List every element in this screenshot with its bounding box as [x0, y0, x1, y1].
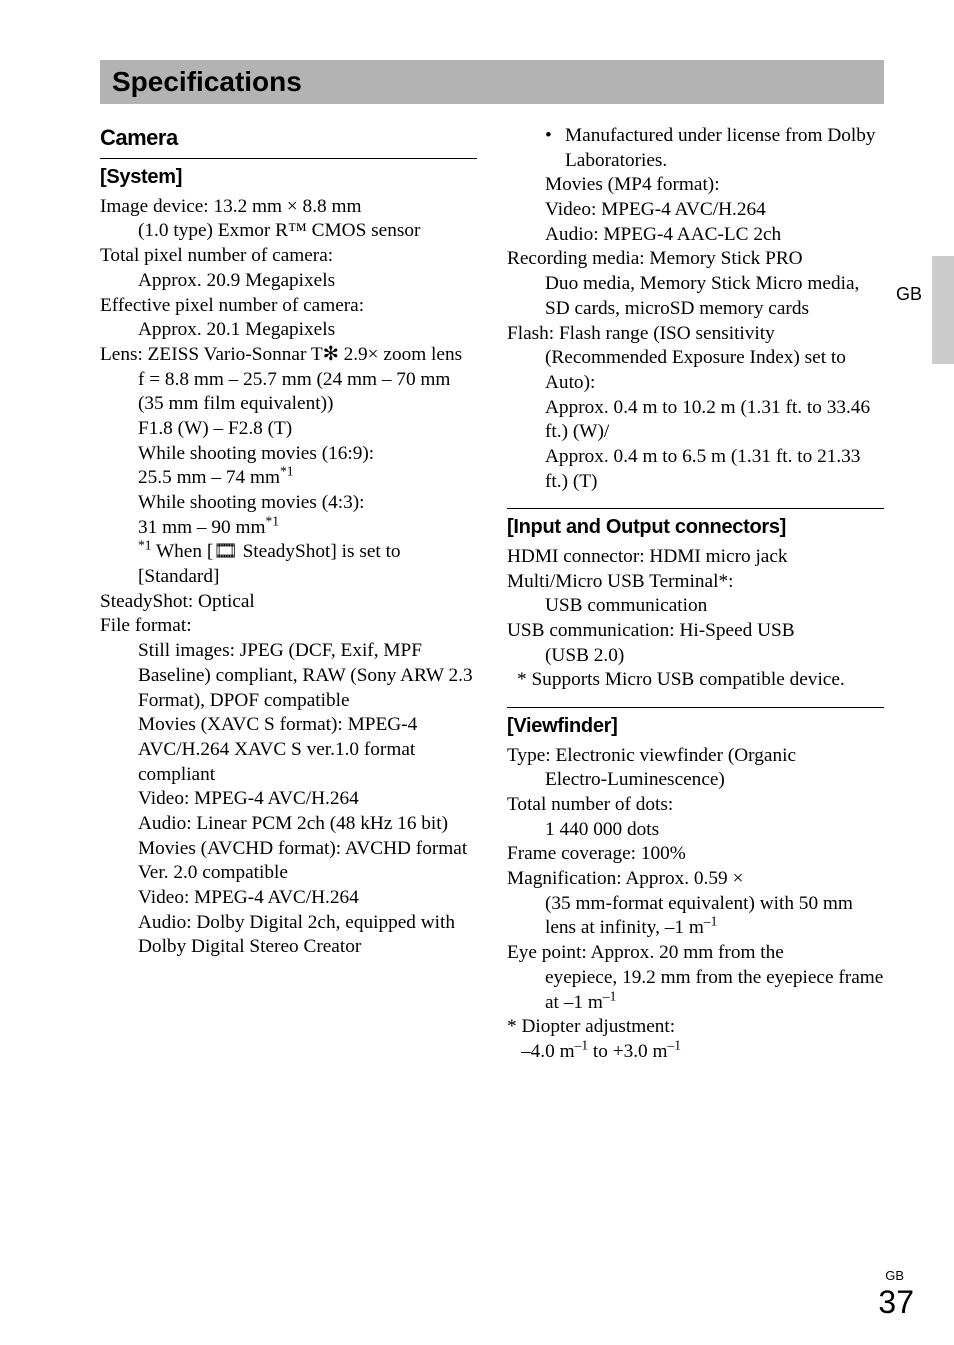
spec-mp4-v: Video: MPEG-4 AVC/H.264	[507, 198, 884, 223]
spec-eff-pixels: Effective pixel number of camera:	[100, 294, 477, 319]
spec-ff-xavc-a: Audio: Linear PCM 2ch (48 kHz 16 bit)	[100, 812, 477, 837]
spec-total-pixels: Total pixel number of camera:	[100, 244, 477, 269]
spec-ff-avchd-v: Video: MPEG-4 AVC/H.264	[100, 886, 477, 911]
viewfinder-heading: [Viewfinder]	[507, 714, 884, 740]
spec-vf-mag: Magnification: Approx. 0.59 ×	[507, 867, 884, 892]
spec-vf-dots-val: 1 440 000 dots	[507, 818, 884, 843]
spec-image-device: Image device: 13.2 mm × 8.8 mm	[100, 195, 477, 220]
spec-ff-still: Still images: JPEG (DCF, Exif, MPF Basel…	[100, 639, 477, 713]
side-tab	[932, 256, 954, 364]
system-heading: [System]	[100, 165, 477, 191]
spec-flash: Flash: Flash range (ISO sensitivity	[507, 322, 884, 347]
spec-vf-eye: Eye point: Approx. 20 mm from the	[507, 941, 884, 966]
rule	[507, 508, 884, 509]
spec-ff-xavc: Movies (XAVC S format): MPEG-4 AVC/H.264…	[100, 713, 477, 787]
spec-lens-footnote: *1 When [🎞 SteadyShot] is set to [Standa…	[100, 540, 477, 589]
spec-lens-f: f = 8.8 mm – 25.7 mm (24 mm – 70 mm (35 …	[100, 368, 477, 417]
left-column: Camera [System] Image device: 13.2 mm × …	[100, 124, 477, 1065]
spec-vf-dots: Total number of dots:	[507, 793, 884, 818]
rule	[100, 158, 477, 159]
spec-mp4-a: Audio: MPEG-4 AAC-LC 2ch	[507, 223, 884, 248]
spec-vf-eye-2: eyepiece, 19.2 mm from the eyepiece fram…	[507, 966, 884, 1015]
io-heading: [Input and Output connectors]	[507, 515, 884, 541]
spec-usb-comm: USB communication	[507, 594, 884, 619]
movie-icon: 🎞	[213, 541, 237, 562]
usb-footnote: * Supports Micro USB compatible device.	[507, 668, 884, 693]
spec-lens-169-val: 25.5 mm – 74 mm*1	[100, 466, 477, 491]
footer-gb: GB	[885, 1268, 904, 1283]
page-number: 37	[878, 1284, 914, 1321]
spec-ff-avchd: Movies (AVCHD format): AVCHD format Ver.…	[100, 837, 477, 886]
spec-image-device-detail: (1.0 type) Exmor R™ CMOS sensor	[100, 219, 477, 244]
bullet-icon: •	[545, 124, 565, 173]
spec-vf-mag-2: (35 mm-format equivalent) with 50 mm len…	[507, 892, 884, 941]
spec-vf-diopter: –4.0 m–1 to +3.0 m–1	[507, 1040, 884, 1065]
rule	[507, 707, 884, 708]
spec-lens-f18: F1.8 (W) – F2.8 (T)	[100, 417, 477, 442]
spec-flash-t: Approx. 0.4 m to 6.5 m (1.31 ft. to 21.3…	[507, 445, 884, 494]
spec-rec-media-2: Duo media, Memory Stick Micro media, SD …	[507, 272, 884, 321]
title-bar: Specifications	[100, 60, 884, 104]
spec-rec-media: Recording media: Memory Stick PRO	[507, 247, 884, 272]
content-columns: Camera [System] Image device: 13.2 mm × …	[100, 124, 884, 1065]
spec-flash-w: Approx. 0.4 m to 10.2 m (1.31 ft. to 33.…	[507, 396, 884, 445]
spec-hdmi: HDMI connector: HDMI micro jack	[507, 545, 884, 570]
spec-mp4: Movies (MP4 format):	[507, 173, 884, 198]
spec-lens: Lens: ZEISS Vario-Sonnar T✻ 2.9× zoom le…	[100, 343, 477, 368]
spec-ff-avchd-a: Audio: Dolby Digital 2ch, equipped with …	[100, 911, 477, 960]
spec-usb-term: Multi/Micro USB Terminal*:	[507, 570, 884, 595]
page-title: Specifications	[112, 66, 872, 98]
spec-total-pixels-val: Approx. 20.9 Megapixels	[100, 269, 477, 294]
spec-fileformat: File format:	[100, 614, 477, 639]
system-specs: Image device: 13.2 mm × 8.8 mm (1.0 type…	[100, 195, 477, 960]
spec-lens-43: While shooting movies (4:3):	[100, 491, 477, 516]
spec-vf-type-2: Electro-Luminescence)	[507, 768, 884, 793]
spec-lens-169: While shooting movies (16:9):	[100, 442, 477, 467]
dolby-note: • Manufactured under license from Dolby …	[507, 124, 884, 173]
spec-usb-hs-2: (USB 2.0)	[507, 644, 884, 669]
spec-vf-frame: Frame coverage: 100%	[507, 842, 884, 867]
camera-heading: Camera	[100, 124, 477, 152]
spec-vf-type: Type: Electronic viewfinder (Organic	[507, 744, 884, 769]
spec-eff-pixels-val: Approx. 20.1 Megapixels	[100, 318, 477, 343]
right-column: • Manufactured under license from Dolby …	[507, 124, 884, 1065]
spec-vf-diopter-label: * Diopter adjustment:	[507, 1015, 884, 1040]
spec-flash-2: (Recommended Exposure Index) set to Auto…	[507, 346, 884, 395]
spec-steadyshot: SteadyShot: Optical	[100, 590, 477, 615]
spec-usb-hs: USB communication: Hi-Speed USB	[507, 619, 884, 644]
side-gb-label: GB	[896, 284, 922, 305]
spec-ff-xavc-v: Video: MPEG-4 AVC/H.264	[100, 787, 477, 812]
spec-lens-43-val: 31 mm – 90 mm*1	[100, 516, 477, 541]
